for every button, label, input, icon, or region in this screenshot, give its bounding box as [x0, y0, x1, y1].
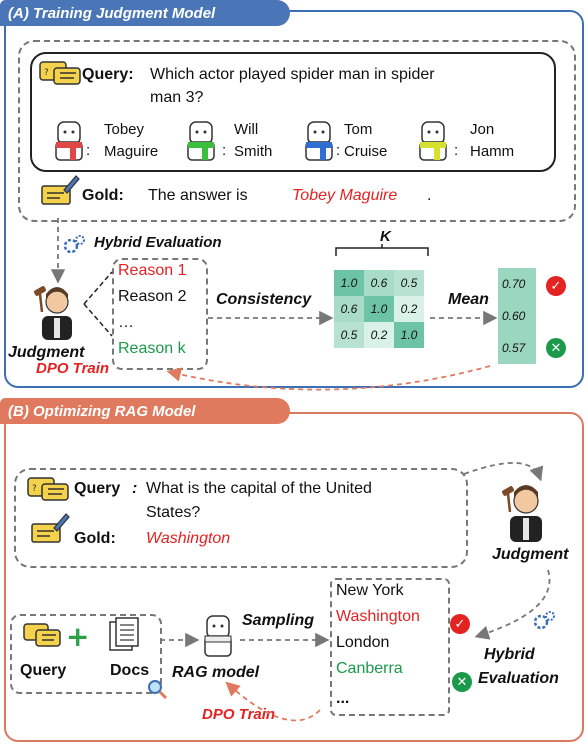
gears-icon: [63, 235, 85, 254]
chat-bubbles-icon: [23, 623, 61, 647]
judgment-label: Judgment: [8, 344, 85, 361]
query-colon-b: :: [132, 480, 138, 497]
matrix-cell: 0.2: [364, 322, 394, 348]
gold-answer-b: Washington: [146, 530, 231, 547]
chat-bubbles-icon: ?: [27, 477, 69, 501]
option-colon: :: [222, 142, 227, 159]
query-text-b-line1: What is the capital of the United: [146, 480, 372, 497]
matrix-cell: 0.5: [334, 322, 364, 348]
option-1-line2: Maguire: [104, 143, 159, 160]
dpo-train-label: DPO Train: [36, 360, 110, 377]
panel-b-title: (B) Optimizing RAG Model: [0, 398, 290, 424]
mean-value: 0.70: [502, 277, 526, 291]
hybrid-evaluation-label: Hybrid Evaluation: [94, 234, 222, 251]
panel-a-title: (A) Training Judgment Model: [0, 0, 290, 26]
magnifier-icon: [148, 680, 168, 700]
option-4-line2: Hamm: [470, 143, 515, 160]
gears-icon: [533, 611, 555, 630]
sample-item: ...: [336, 690, 350, 707]
option-1-line1: Tobey: [104, 121, 145, 138]
gold-label: Gold:: [82, 187, 124, 204]
llama-icon-red: [55, 121, 83, 161]
consistency-label: Consistency: [216, 291, 312, 308]
plus-icon: +: [66, 620, 90, 653]
query-docs-box: [10, 614, 162, 694]
documents-icon: [109, 617, 139, 651]
llama-icon-blue: [305, 121, 333, 161]
mean-column: [498, 268, 536, 364]
judge-icon: [502, 485, 542, 542]
judge-icon: [34, 286, 72, 340]
llama-icon: [204, 615, 232, 657]
gold-prefix: The answer is: [148, 187, 248, 204]
sampling-label: Sampling: [242, 612, 315, 629]
reason-item: Reason 2: [118, 288, 187, 305]
option-colon: :: [86, 142, 91, 159]
svg-text:?: ?: [32, 484, 37, 494]
sample-item: New York: [336, 582, 404, 599]
query-icon-label: Query: [20, 662, 67, 679]
k-label: K: [380, 228, 391, 245]
reason-item: Reason 1: [118, 262, 187, 279]
panel-a: [4, 10, 584, 388]
pencil-note-icon: [31, 513, 70, 543]
pencil-note-icon: [41, 175, 80, 205]
gold-answer: Tobey Maguire: [292, 187, 398, 204]
dpo-train-label-b: DPO Train: [202, 706, 276, 723]
query-text-line1: Which actor played spider man in spider: [150, 66, 435, 83]
option-colon: :: [336, 142, 341, 159]
check-icon: ✓: [450, 614, 470, 634]
rag-model-label: RAG model: [172, 664, 260, 681]
docs-label: Docs: [110, 662, 150, 679]
matrix-cell: 0.6: [334, 296, 364, 322]
sample-item: Canberra: [336, 660, 403, 677]
query-label-b: Query: [74, 480, 121, 497]
panel-b: [4, 412, 584, 742]
gold-label-b: Gold:: [74, 530, 116, 547]
matrix-cell: 1.0: [394, 322, 424, 348]
matrix-cell: 1.0: [364, 296, 394, 322]
query-gold-frame: [18, 40, 576, 222]
option-2-line2: Smith: [234, 143, 273, 160]
matrix-cell: 0.6: [364, 270, 394, 296]
query-label: Query:: [82, 66, 134, 83]
check-icon: ✓: [546, 276, 566, 296]
hybrid-label-line2: Evaluation: [478, 670, 559, 687]
k-bracket: [335, 244, 429, 256]
sample-item: Washington: [336, 608, 420, 625]
option-2-line1: Will: [234, 121, 259, 138]
sample-item: London: [336, 634, 390, 651]
option-4-line1: Jon: [470, 121, 495, 138]
option-colon: :: [454, 142, 459, 159]
mean-value: 0.57: [502, 341, 526, 355]
mean-value: 0.60: [502, 309, 526, 323]
reasons-box: [112, 258, 208, 370]
query-text-line2: man 3?: [150, 89, 204, 106]
mean-label: Mean: [448, 291, 489, 308]
panel-a-arrows: [50, 218, 498, 391]
svg-text:?: ?: [44, 68, 49, 78]
option-3-line2: Cruise: [344, 143, 388, 160]
samples-box: [330, 578, 450, 716]
option-3-line1: Tom: [344, 121, 373, 138]
consistency-matrix: 1.0 0.6 0.5 0.6 1.0 0.2 0.5 0.2 1.0: [334, 270, 424, 348]
matrix-cell: 0.5: [394, 270, 424, 296]
llama-icon-green: [187, 121, 215, 161]
chat-bubbles-icon: ?: [39, 61, 81, 85]
query-text-b-line2: States?: [146, 504, 201, 521]
gold-suffix: .: [427, 187, 432, 204]
query-gold-frame-b: [14, 468, 468, 568]
cross-icon: ✕: [546, 338, 566, 358]
cross-icon: ✕: [452, 672, 472, 692]
hybrid-label-line1: Hybrid: [484, 646, 535, 663]
reason-item: …: [118, 314, 134, 331]
matrix-cell: 0.2: [394, 296, 424, 322]
llama-icon-yellow: [419, 121, 447, 161]
reason-item: Reason k: [118, 340, 186, 357]
judgment-label-b: Judgment: [492, 546, 569, 563]
matrix-cell: 1.0: [334, 270, 364, 296]
query-box: [30, 52, 556, 172]
